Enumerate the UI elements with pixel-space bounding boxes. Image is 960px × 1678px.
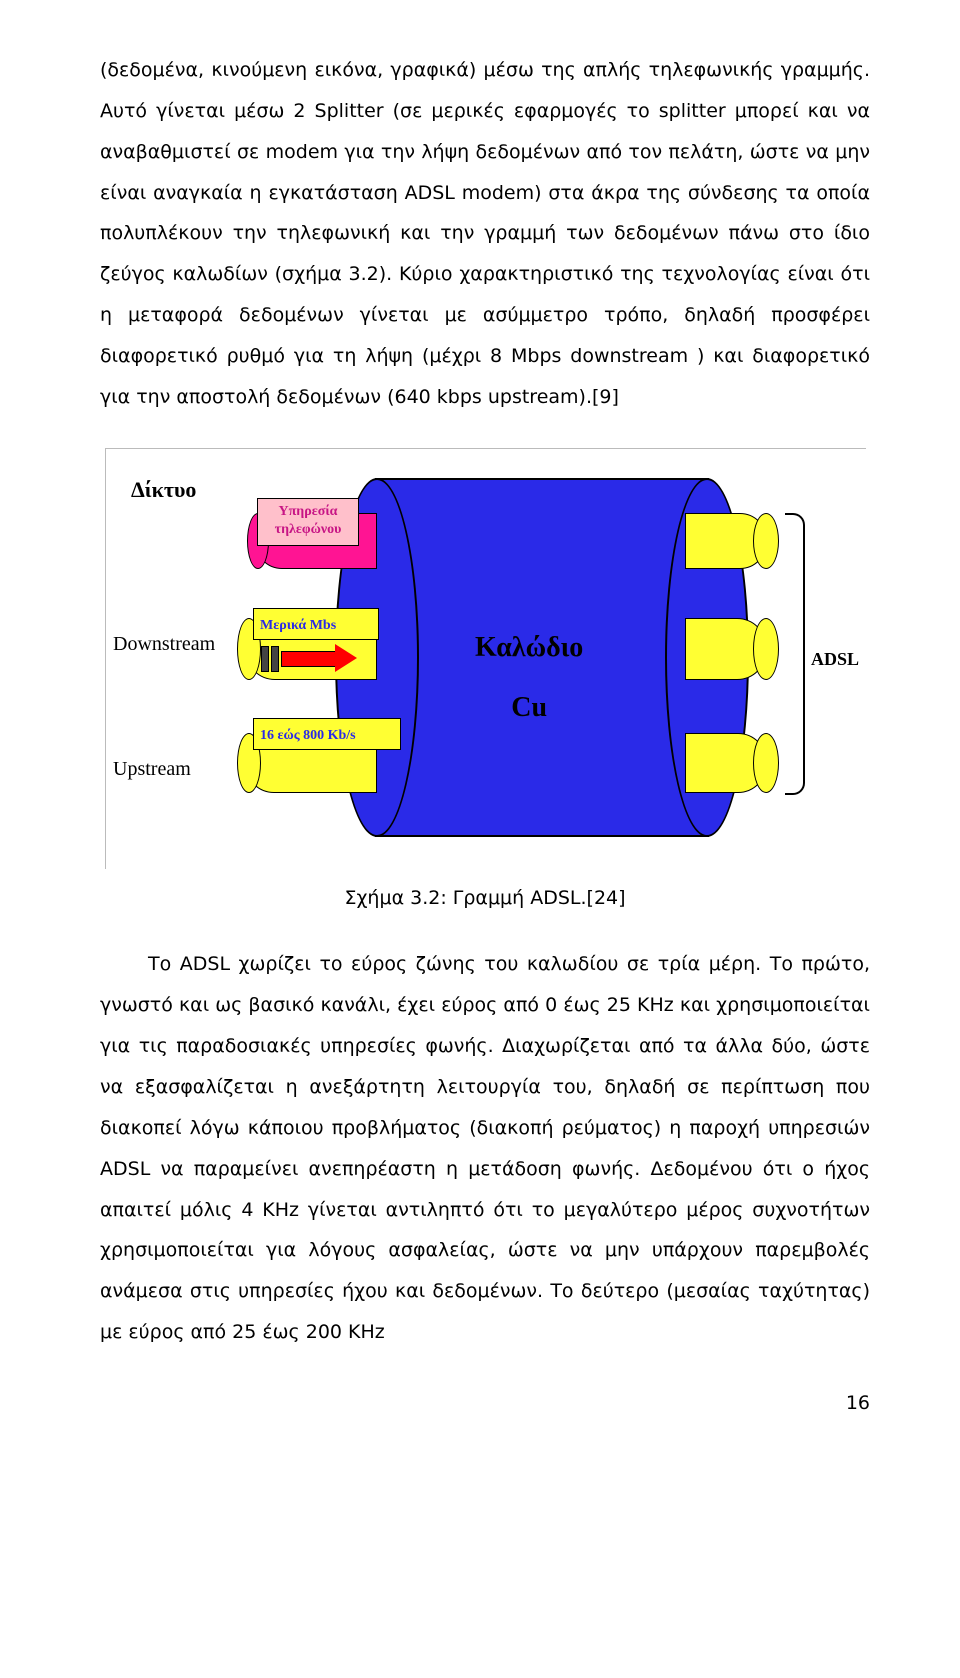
page-number: 16 [100, 1383, 870, 1424]
cyl-bot-right-end [753, 733, 779, 793]
box-service: Υπηρεσία τηλεφώνου [257, 498, 359, 546]
box-mbs-text: Μερικά Mbs [260, 618, 336, 633]
box-kbs: 16 εώς 800 Kb/s [253, 718, 401, 750]
label-upstream: Upstream [113, 748, 191, 791]
box-service-text: Υπηρεσία τηλεφώνου [275, 504, 342, 537]
figure-caption: Σχήμα 3.2: Γραμμή ADSL.[24] [100, 878, 870, 919]
box-mbs: Μερικά Mbs [253, 608, 379, 640]
adsl-bracket [785, 513, 805, 795]
paragraph-2: Το ADSL χωρίζει το εύρος ζώνης του καλωδ… [100, 944, 870, 1352]
label-diktyo: Δίκτυο [131, 466, 196, 513]
document-page: (δεδομένα, κινούμενη εικόνα, γραφικά) μέ… [0, 0, 960, 1678]
label-adsl: ADSL [811, 640, 859, 679]
cable-title: Καλώδιο Cu [475, 618, 583, 738]
box-kbs-text: 16 εώς 800 Kb/s [260, 728, 356, 743]
label-downstream: Downstream [113, 623, 215, 666]
paragraph-1: (δεδομένα, κινούμενη εικόνα, γραφικά) μέ… [100, 50, 870, 418]
cyl-mid-right-end [753, 618, 779, 680]
cyl-top-right-end [753, 513, 779, 569]
figure-adsl-cable: Δίκτυο Downstream Upstream Υπηρεσία τηλε… [105, 448, 865, 868]
